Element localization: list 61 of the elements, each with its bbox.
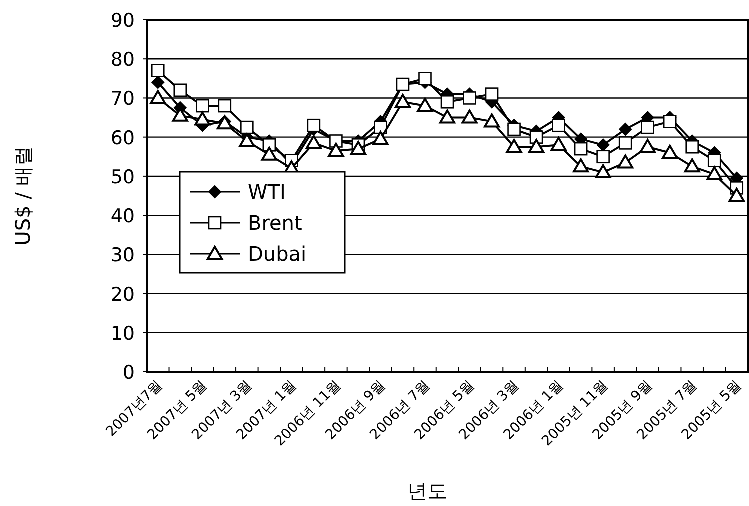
point: [307, 118, 321, 132]
point: [506, 139, 522, 154]
point: [218, 99, 232, 113]
y-tick-label: 80: [110, 49, 135, 72]
y-tick-label: 20: [110, 284, 135, 306]
point: [708, 154, 722, 168]
legend-label: Brent: [248, 211, 302, 235]
point: [440, 95, 454, 109]
point: [686, 140, 699, 154]
point: [194, 112, 211, 126]
y-tick-label: 50: [110, 166, 135, 188]
point: [484, 114, 500, 128]
point: [306, 135, 322, 150]
point: [174, 84, 188, 98]
point: [485, 88, 499, 101]
point: [596, 138, 610, 152]
point: [619, 123, 632, 136]
point: [440, 110, 456, 124]
legend-label: WTI: [248, 180, 286, 204]
point: [350, 141, 366, 156]
point: [328, 143, 344, 158]
point: [684, 158, 700, 173]
point: [151, 64, 165, 78]
point: [596, 150, 610, 164]
point: [728, 188, 745, 202]
point: [239, 133, 256, 148]
point: [240, 120, 254, 134]
point: [508, 122, 521, 136]
point: [152, 76, 165, 90]
y-tick-label: 90: [110, 10, 135, 32]
point: [528, 139, 545, 154]
point: [462, 110, 478, 124]
point: [196, 99, 210, 113]
point: [641, 120, 654, 134]
point: [595, 164, 612, 179]
point: [618, 136, 632, 150]
point: [573, 158, 590, 173]
point: [372, 131, 389, 146]
y-tick-label: 10: [110, 322, 135, 345]
point: [417, 98, 434, 112]
point: [662, 144, 678, 159]
point: [463, 92, 476, 105]
point: [552, 118, 566, 132]
y-tick-label: 40: [110, 206, 135, 228]
y-tick-label: 0: [122, 362, 135, 384]
legend-label: Dubai: [248, 242, 307, 266]
point: [261, 146, 278, 161]
point: [618, 154, 634, 169]
y-tick-label: 60: [110, 127, 135, 150]
point: [150, 90, 166, 104]
point: [550, 137, 567, 152]
y-tick-label: 70: [110, 88, 135, 110]
y-axis-title: US$ / 배럴: [11, 146, 35, 246]
point: [640, 139, 656, 154]
point: [394, 94, 411, 108]
y-tick-label: 30: [110, 244, 135, 267]
x-axis-title: 년도: [408, 479, 448, 503]
point: [706, 166, 723, 180]
point: [663, 115, 677, 128]
point: [418, 72, 432, 86]
point: [574, 142, 588, 156]
